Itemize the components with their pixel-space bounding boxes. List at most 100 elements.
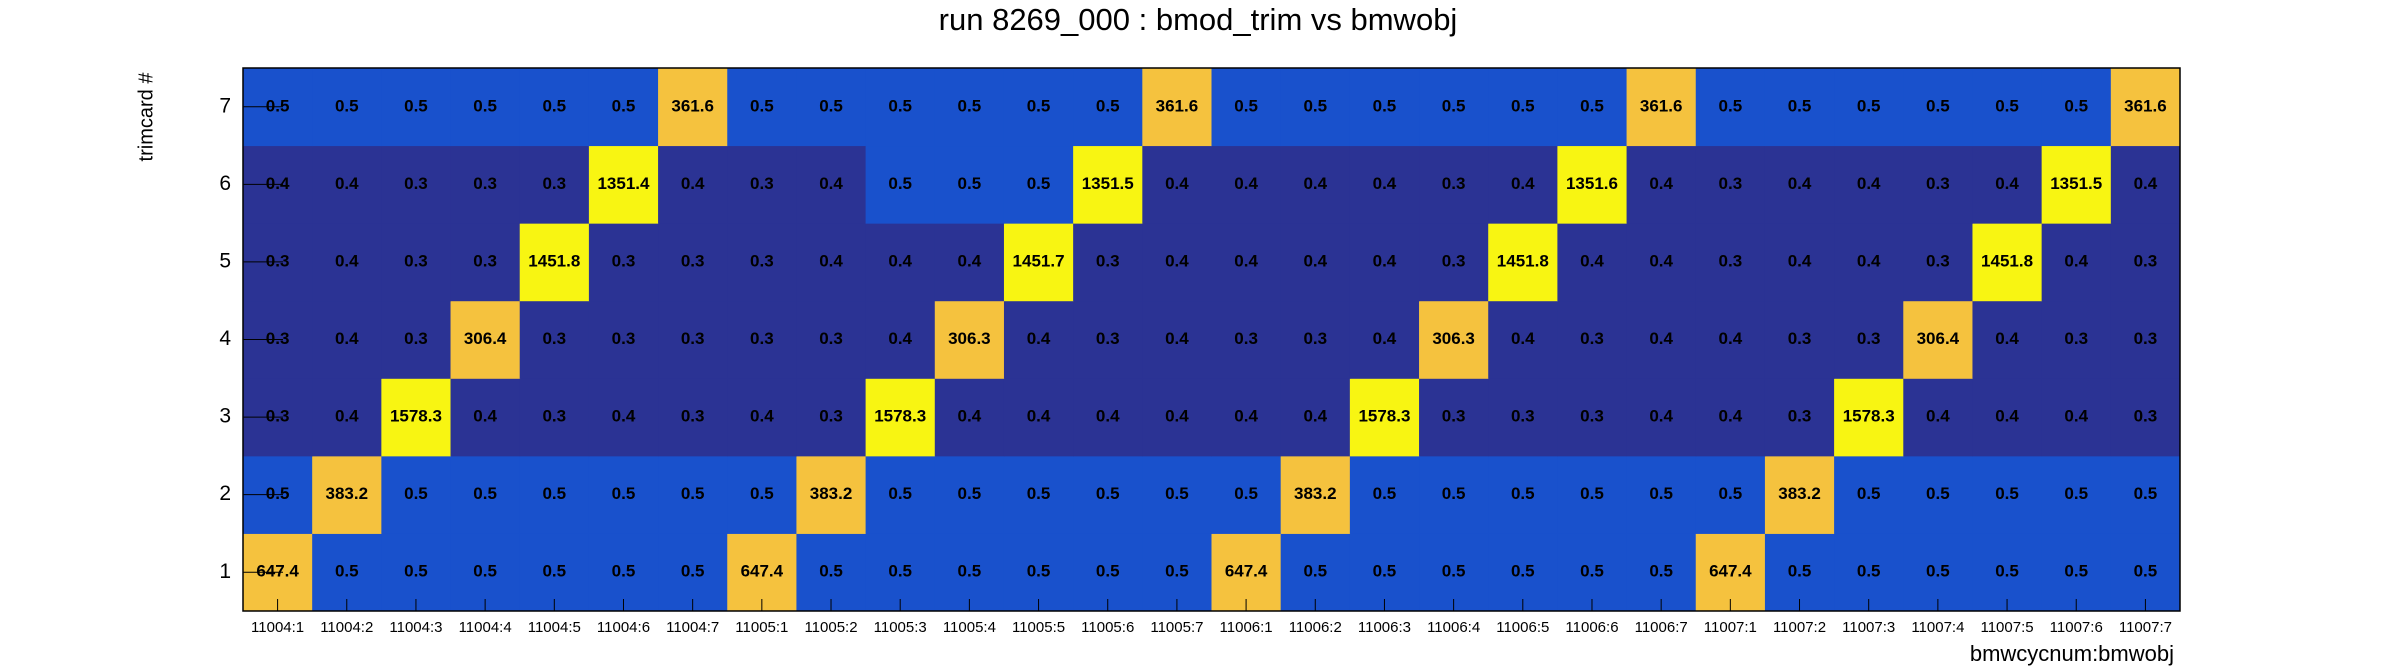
heatmap-cell	[450, 455, 521, 534]
cell-label: 0.3	[473, 251, 497, 270]
x-tick-label: 11005:7	[1150, 619, 1203, 636]
cell-label: 0.4	[1165, 329, 1189, 348]
cell-label: 0.5	[1303, 562, 1327, 581]
cell-label: 0.5	[473, 484, 497, 503]
cell-label: 0.4	[1926, 407, 1950, 426]
heatmap-cell	[658, 68, 728, 147]
heatmap-cell	[1903, 223, 1973, 302]
cell-label: 0.3	[542, 329, 566, 348]
heatmap-cell	[1349, 533, 1420, 612]
heatmap-cell	[1557, 223, 1628, 302]
heatmap-cell	[1488, 300, 1558, 379]
cell-label: 0.3	[1788, 329, 1812, 348]
heatmap-cell	[519, 533, 590, 612]
x-tick-label: 11007:1	[1704, 619, 1757, 636]
cell-label: 0.4	[1165, 251, 1189, 270]
heatmap-cell	[1764, 378, 1835, 457]
cell-label: 0.4	[1649, 251, 1673, 270]
y-tick-label: 1	[219, 560, 231, 583]
cell-label: 1451.7	[1013, 251, 1065, 270]
heatmap-cell	[519, 300, 590, 379]
heatmap-cell	[658, 300, 728, 379]
cell-label: 0.5	[1926, 96, 1950, 115]
heatmap-cell	[1695, 533, 1766, 612]
heatmap-cell	[588, 533, 659, 612]
heatmap-cell	[1073, 378, 1143, 457]
heatmap-cell	[1073, 68, 1143, 147]
heatmap-cell	[2041, 223, 2112, 302]
cell-label: 0.3	[819, 407, 843, 426]
cell-label: 0.4	[1857, 174, 1881, 193]
cell-label: 0.4	[958, 251, 982, 270]
heatmap-cell	[381, 300, 452, 379]
cell-label: 0.5	[1096, 96, 1120, 115]
heatmap-cell	[658, 145, 728, 224]
x-tick-label: 11007:6	[2050, 619, 2103, 636]
cell-label: 0.5	[1442, 96, 1466, 115]
cell-label: 0.4	[1165, 407, 1189, 426]
heatmap-cell	[2041, 455, 2112, 534]
cell-label: 1351.5	[1082, 174, 1134, 193]
heatmap-cell	[1488, 68, 1558, 147]
x-tick-label: 11006:4	[1427, 619, 1480, 636]
cell-label: 0.5	[1511, 484, 1535, 503]
x-tick-label: 11005:4	[943, 619, 996, 636]
heatmap-cell	[1626, 145, 1697, 224]
heatmap-cell	[2110, 68, 2181, 147]
cell-label: 0.4	[681, 174, 705, 193]
heatmap-cell	[519, 378, 590, 457]
x-tick-label: 11006:5	[1496, 619, 1549, 636]
cell-label: 0.3	[473, 174, 497, 193]
cell-label: 306.4	[1917, 329, 1960, 348]
cell-label: 0.5	[473, 562, 497, 581]
cell-label: 0.5	[1995, 562, 2019, 581]
heatmap-cell	[1972, 145, 2043, 224]
heatmap-cell	[1280, 533, 1351, 612]
x-tick-label: 11006:6	[1565, 619, 1618, 636]
heatmap-cell	[381, 68, 452, 147]
heatmap-cell	[1626, 378, 1697, 457]
cell-label: 647.4	[1225, 562, 1268, 581]
cell-label: 0.5	[1926, 484, 1950, 503]
cell-label: 0.5	[1511, 96, 1535, 115]
cell-label: 0.4	[335, 407, 359, 426]
heatmap-cell	[588, 68, 659, 147]
heatmap-cell	[312, 145, 382, 224]
heatmap-cell	[381, 223, 452, 302]
cell-label: 0.5	[681, 484, 705, 503]
heatmap-cell	[1003, 68, 1074, 147]
heatmap-cell	[1349, 223, 1420, 302]
cell-label: 0.4	[1234, 251, 1258, 270]
cell-label: 383.2	[1294, 484, 1337, 503]
heatmap-cell	[1834, 145, 1904, 224]
cell-label: 0.3	[750, 251, 774, 270]
heatmap-cell	[1003, 145, 1074, 224]
cell-label: 0.4	[819, 251, 843, 270]
heatmap-cell	[1764, 223, 1835, 302]
cell-label: 0.4	[1234, 407, 1258, 426]
cell-label: 0.3	[1719, 174, 1743, 193]
cell-label: 647.4	[1709, 562, 1752, 581]
heatmap-cell	[865, 68, 936, 147]
cell-label: 0.5	[888, 96, 912, 115]
cell-label: 0.4	[2064, 407, 2088, 426]
heatmap-cell	[1142, 455, 1212, 534]
cell-label: 0.5	[1580, 484, 1604, 503]
cell-label: 0.4	[1165, 174, 1189, 193]
heatmap-cell	[1972, 378, 2043, 457]
heatmap-cell	[796, 378, 867, 457]
heatmap-cell	[727, 533, 797, 612]
cell-label: 0.5	[1719, 484, 1743, 503]
cell-label: 0.5	[2064, 484, 2088, 503]
cell-label: 647.4	[741, 562, 784, 581]
heatmap-cell	[1903, 533, 1973, 612]
heatmap-cell	[1834, 68, 1904, 147]
heatmap-cell	[1764, 68, 1835, 147]
cell-label: 0.4	[335, 174, 359, 193]
x-tick-label: 11004:4	[459, 619, 512, 636]
heatmap-cell	[727, 68, 797, 147]
heatmap-cell	[934, 145, 1005, 224]
x-tick-label: 11004:7	[666, 619, 719, 636]
heatmap-cell	[1211, 68, 1282, 147]
heatmap-cell	[934, 300, 1005, 379]
